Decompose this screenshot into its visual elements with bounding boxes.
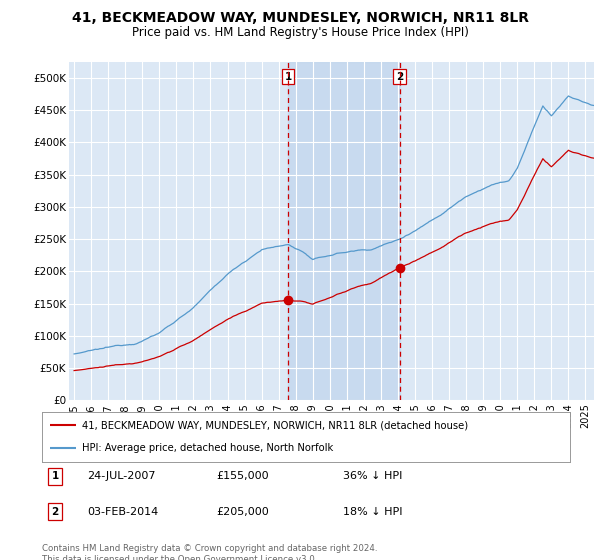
Text: 41, BECKMEADOW WAY, MUNDESLEY, NORWICH, NR11 8LR (detached house): 41, BECKMEADOW WAY, MUNDESLEY, NORWICH, … [82, 420, 468, 430]
Text: Contains HM Land Registry data © Crown copyright and database right 2024.
This d: Contains HM Land Registry data © Crown c… [42, 544, 377, 560]
Text: 18% ↓ HPI: 18% ↓ HPI [343, 506, 403, 516]
Text: 41, BECKMEADOW WAY, MUNDESLEY, NORWICH, NR11 8LR: 41, BECKMEADOW WAY, MUNDESLEY, NORWICH, … [71, 11, 529, 25]
Text: 2: 2 [396, 72, 403, 82]
Text: 24-JUL-2007: 24-JUL-2007 [87, 472, 155, 482]
Text: HPI: Average price, detached house, North Norfolk: HPI: Average price, detached house, Nort… [82, 444, 333, 454]
Text: 1: 1 [284, 72, 292, 82]
Bar [288, 62, 400, 400]
Text: £155,000: £155,000 [216, 472, 269, 482]
Text: 1: 1 [52, 472, 59, 482]
Text: £205,000: £205,000 [216, 506, 269, 516]
Text: Price paid vs. HM Land Registry's House Price Index (HPI): Price paid vs. HM Land Registry's House … [131, 26, 469, 39]
Text: 36% ↓ HPI: 36% ↓ HPI [343, 472, 403, 482]
Text: 03-FEB-2014: 03-FEB-2014 [87, 506, 158, 516]
Text: 2: 2 [52, 506, 59, 516]
